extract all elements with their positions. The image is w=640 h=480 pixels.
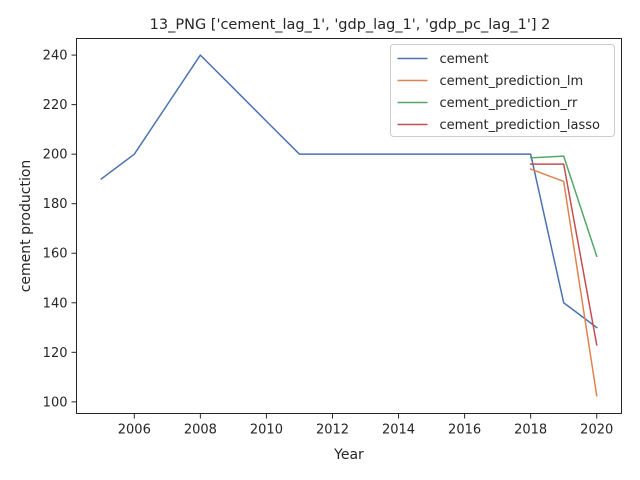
- y-tick-label: 140: [43, 296, 68, 311]
- legend: cement cement_prediction_lm cement_predict…: [390, 44, 615, 137]
- y-tick-label: 240: [43, 49, 68, 64]
- x-tick-label: 2020: [580, 423, 613, 438]
- series-line-cement_prediction_rr: [529, 155, 598, 258]
- plot-frame: [76, 38, 622, 414]
- series-line-cement_prediction_lm: [529, 168, 598, 397]
- legend-label-cement_prediction_rr: cement_prediction_rr: [440, 96, 578, 111]
- y-tick-label: 100: [43, 395, 68, 410]
- y-axis: 100 120 140 160 180 200 220 240: [43, 49, 77, 410]
- y-tick-label: 120: [43, 346, 68, 361]
- x-tick-label: 2016: [448, 423, 481, 438]
- legend-label-cement_prediction_lasso: cement_prediction_lasso: [440, 118, 600, 133]
- x-tick-label: 2010: [250, 423, 283, 438]
- x-tick-label: 2018: [514, 423, 547, 438]
- chart-title: 13_PNG ['cement_lag_1', 'gdp_lag_1', 'gd…: [150, 17, 551, 33]
- plot-lines: [100, 54, 598, 397]
- legend-label-cement_prediction_lm: cement_prediction_lm: [440, 74, 584, 89]
- y-axis-label: cement production: [18, 160, 34, 293]
- y-tick-label: 220: [43, 98, 68, 113]
- x-axis: 2006 2008 2010 2012 2014 2016 2018 2020: [118, 413, 613, 438]
- x-tick-label: 2008: [184, 423, 217, 438]
- series-line-cement: [100, 54, 598, 329]
- x-tick-label: 2006: [118, 423, 151, 438]
- y-tick-label: 200: [43, 148, 68, 163]
- series-line-cement_prediction_lasso: [529, 163, 598, 346]
- legend-label-cement: cement: [440, 52, 489, 67]
- y-tick-label: 180: [43, 197, 68, 212]
- x-axis-label: Year: [333, 447, 364, 463]
- x-tick-label: 2014: [382, 423, 415, 438]
- y-tick-label: 160: [43, 247, 68, 262]
- x-tick-label: 2012: [316, 423, 349, 438]
- legend-frame: [390, 44, 615, 137]
